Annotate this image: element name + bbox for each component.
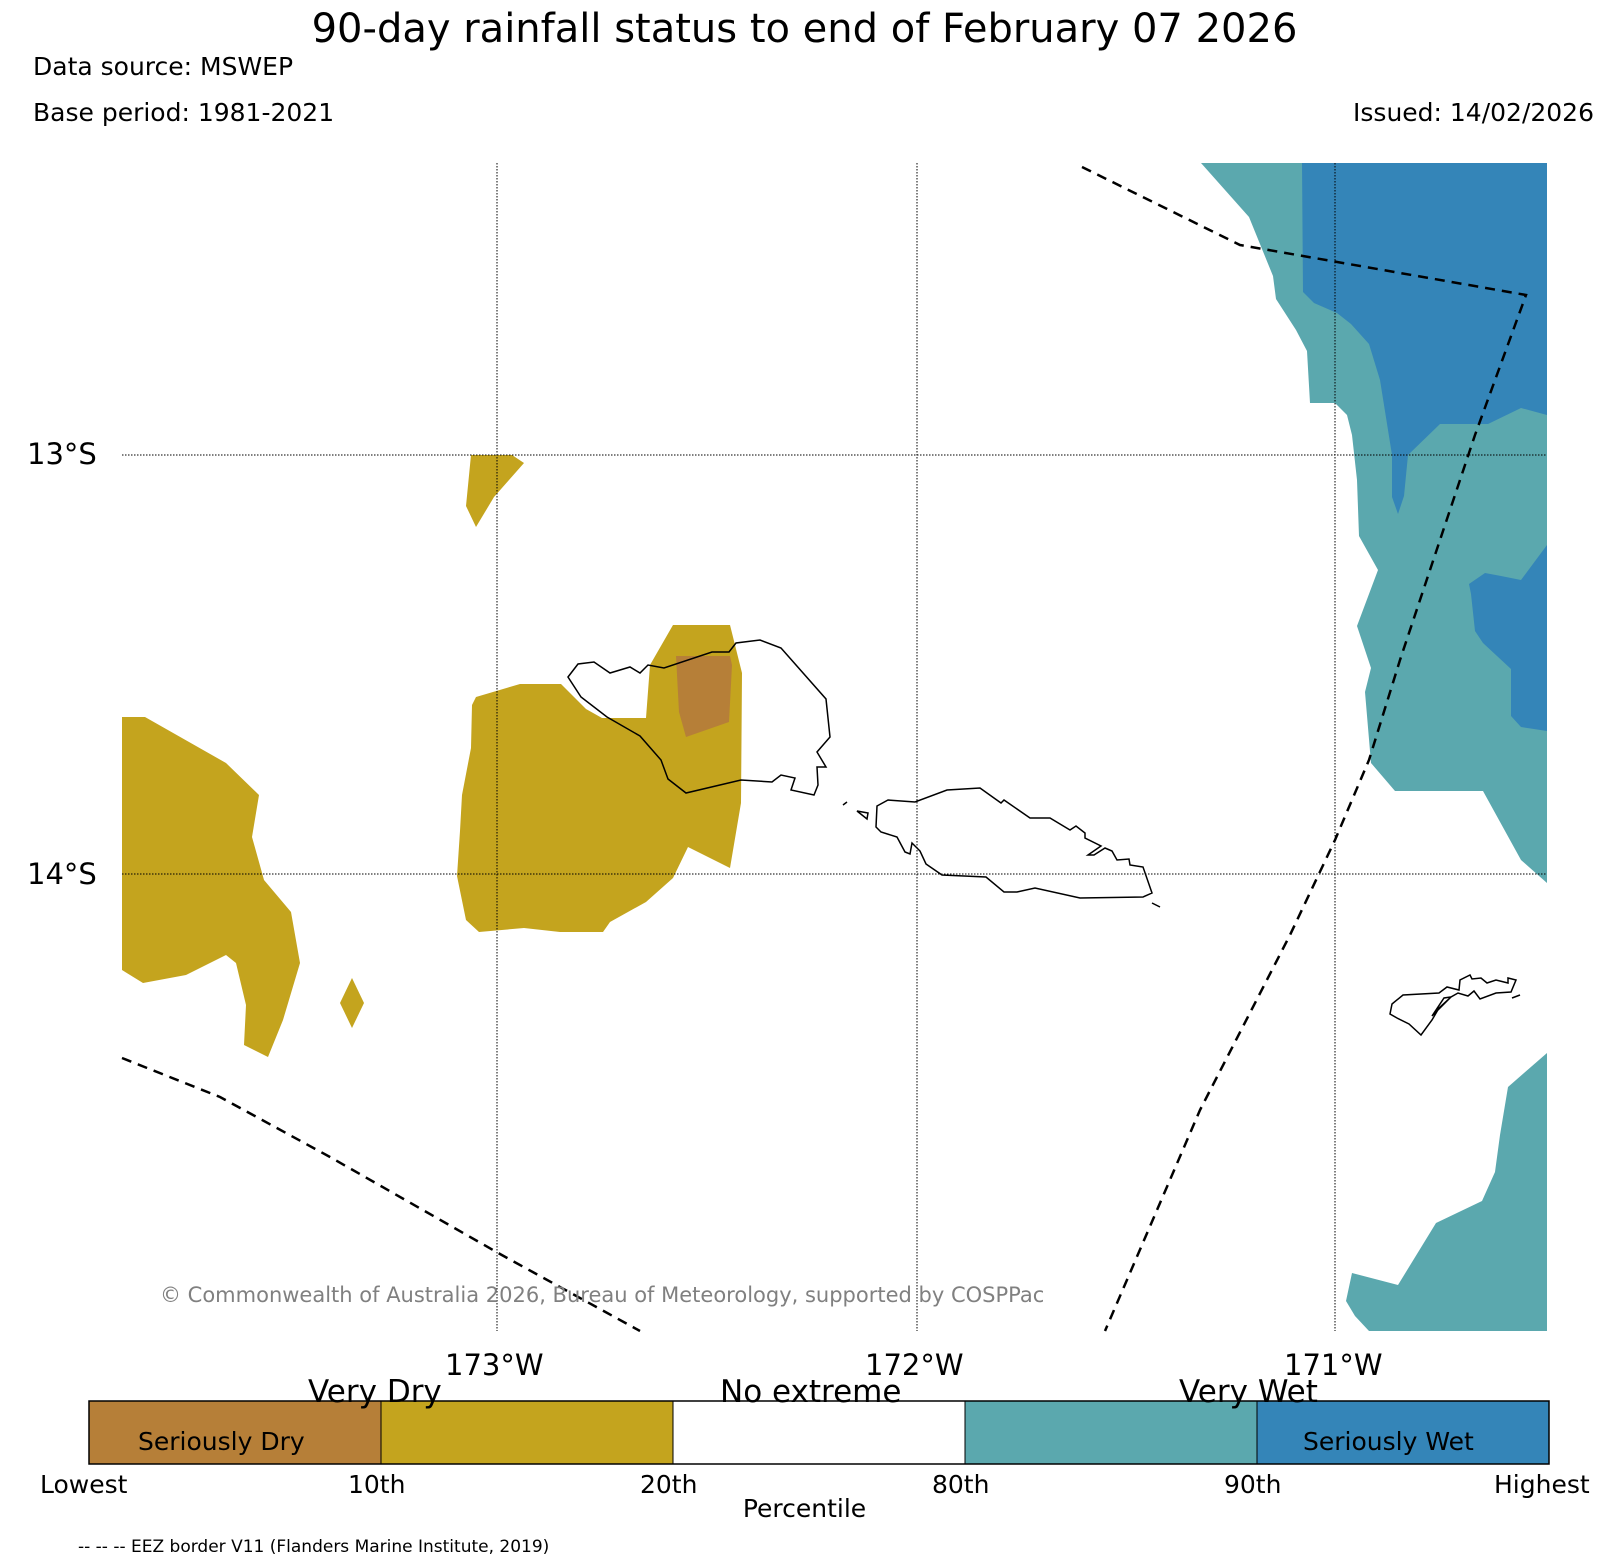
seriously-dry-region xyxy=(676,656,732,737)
tick-80th: 80th xyxy=(932,1470,990,1499)
tick-20th: 20th xyxy=(640,1470,698,1499)
island-upolu xyxy=(875,787,1153,899)
colorbar-dividers xyxy=(380,1401,1258,1464)
map-title: 90-day rainfall status to end of Februar… xyxy=(311,6,1298,52)
island-apolima xyxy=(842,801,848,806)
seriously-wet-region-northeast xyxy=(1302,163,1547,514)
eez-border xyxy=(121,165,1528,1333)
tick-10th: 10th xyxy=(348,1470,406,1499)
lon-label-172w: 172°W xyxy=(865,1348,964,1382)
colorbar-segment-very-dry xyxy=(381,1401,673,1464)
data-source-label: Data source: MSWEP xyxy=(33,52,294,81)
very-wet-region-southeast xyxy=(1346,1053,1547,1331)
tick-highest: Highest xyxy=(1494,1470,1590,1499)
category-very-wet: Very Wet xyxy=(1179,1374,1318,1410)
seriously-wet-region-east xyxy=(1469,545,1547,731)
segment-label-seriously-wet: Seriously Wet xyxy=(1303,1427,1474,1456)
colorbar-segment-seriously-dry xyxy=(89,1401,381,1464)
colorbar-segment-very-wet xyxy=(965,1401,1257,1464)
island-savaii xyxy=(567,639,831,796)
base-period-label: Base period: 1981-2021 xyxy=(33,98,335,127)
issued-date-label: Issued: 14/02/2026 xyxy=(1353,98,1594,127)
tick-lowest: Lowest xyxy=(40,1470,128,1499)
colorbar-segment-no-extreme xyxy=(673,1401,965,1464)
tick-90th: 90th xyxy=(1224,1470,1282,1499)
lon-label-173w: 173°W xyxy=(445,1348,544,1382)
lat-label-14s: 14°S xyxy=(27,857,97,891)
copyright-notice: © Commonwealth of Australia 2026, Bureau… xyxy=(160,1283,1044,1307)
very-dry-region-central xyxy=(457,625,742,932)
lon-label-171w: 171°W xyxy=(1284,1348,1383,1382)
island-tutuila xyxy=(1389,973,1518,1037)
very-dry-region-islet-south xyxy=(340,978,364,1028)
percentile-axis-label: Percentile xyxy=(742,1494,867,1523)
graticule xyxy=(122,163,1547,1331)
segment-label-seriously-dry: Seriously Dry xyxy=(138,1427,305,1456)
colorbar-segment-seriously-wet xyxy=(1257,1401,1549,1464)
colorbar-frame xyxy=(88,1400,1550,1465)
coastlines xyxy=(567,639,1521,1037)
very-dry-region-islet-north xyxy=(466,455,524,527)
category-very-dry: Very Dry xyxy=(308,1374,442,1410)
island-manono xyxy=(856,810,869,821)
rainfall-regions xyxy=(122,163,1547,1331)
eez-border-note: -- -- -- EEZ border V11 (Flanders Marine… xyxy=(78,1537,550,1557)
very-dry-region-west xyxy=(122,717,300,1057)
category-no-extreme: No extreme xyxy=(720,1374,902,1410)
lat-label-13s: 13°S xyxy=(27,437,97,471)
